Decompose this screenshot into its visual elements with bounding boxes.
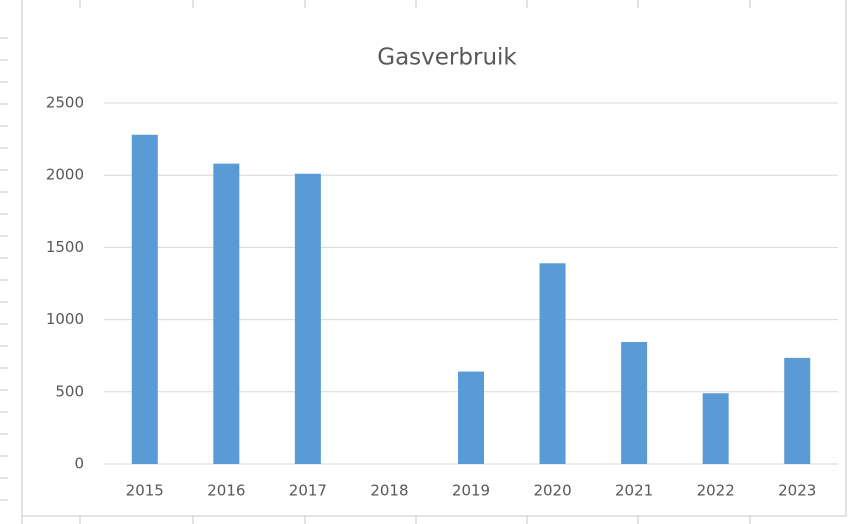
x-tick-label: 2015	[126, 482, 164, 500]
y-tick-label: 1500	[46, 238, 84, 256]
bar	[458, 371, 484, 464]
y-tick-label: 1000	[46, 310, 84, 328]
x-tick-label: 2021	[615, 482, 653, 500]
bar	[131, 134, 158, 464]
chart-title: Gasverbruik	[377, 45, 517, 71]
x-tick-label: 2023	[778, 482, 816, 500]
bar	[539, 263, 566, 464]
y-tick-label: 2000	[46, 166, 84, 184]
y-tick-label: 0	[74, 455, 84, 473]
bar	[702, 393, 729, 464]
x-tick-label: 2016	[207, 482, 245, 500]
x-tick-label: 2020	[533, 482, 571, 500]
y-tick-label: 2500	[46, 94, 84, 112]
x-tick-label: 2019	[452, 482, 490, 500]
y-tick-label: 500	[55, 382, 84, 400]
x-tick-label: 2022	[697, 482, 735, 500]
bar	[784, 357, 811, 464]
bar	[621, 341, 648, 464]
bar	[294, 173, 321, 465]
x-tick-label: 2017	[289, 482, 327, 500]
bar	[213, 163, 240, 464]
x-tick-label: 2018	[370, 482, 408, 500]
